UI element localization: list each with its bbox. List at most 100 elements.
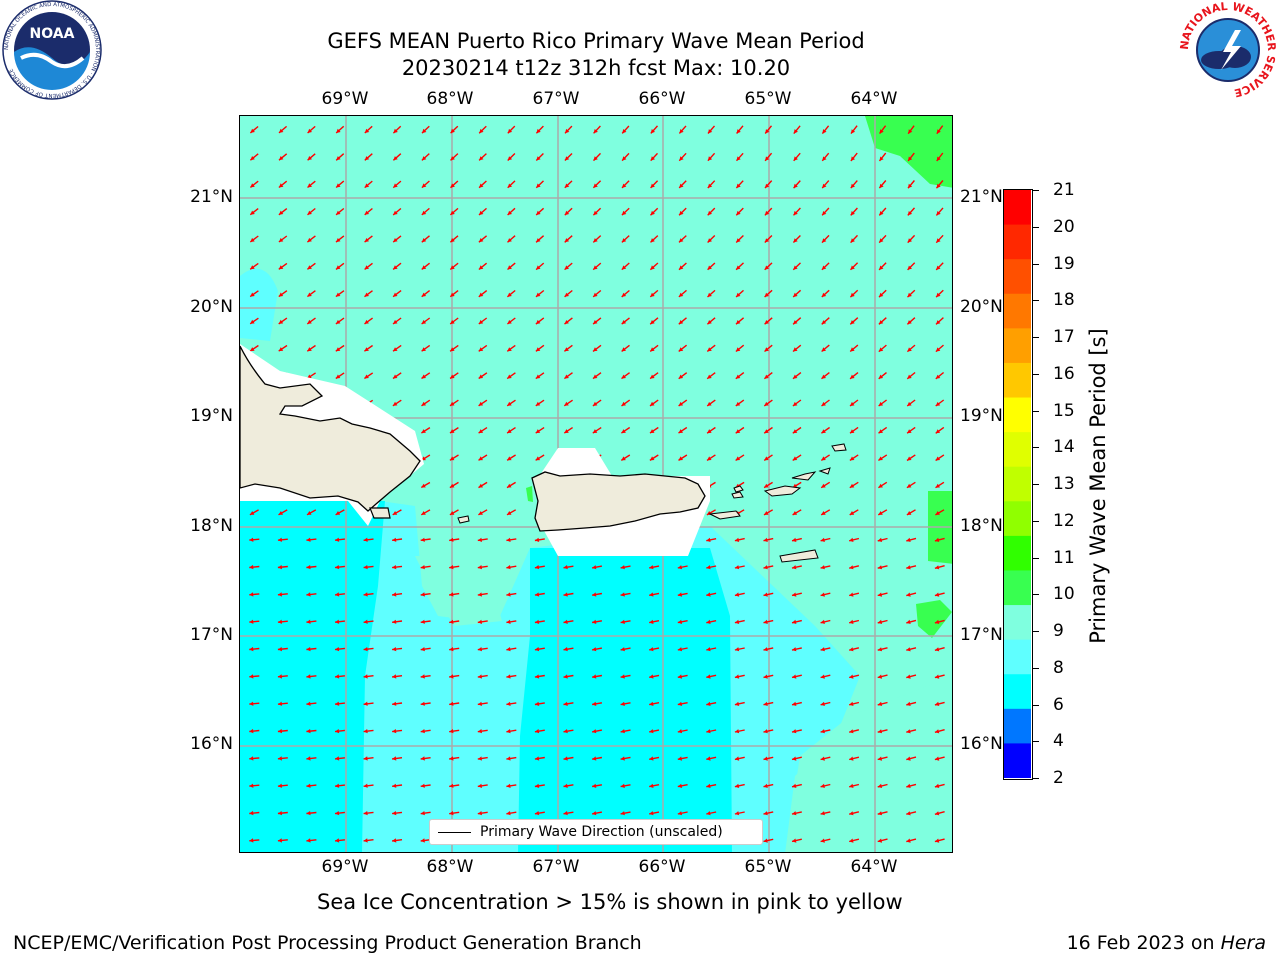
wave-arrow: [392, 811, 403, 816]
wave-arrow: [363, 537, 374, 542]
wave-arrow: [478, 180, 487, 189]
wave-arrow: [934, 647, 945, 652]
wave-arrow: [563, 619, 574, 624]
wave-arrow: [277, 811, 288, 816]
wave-arrow: [907, 180, 915, 189]
chart-title: GEFS MEAN Puerto Rico Primary Wave Mean …: [327, 29, 865, 53]
wave-arrow: [392, 783, 403, 788]
wave-arrow: [249, 564, 260, 570]
colorbar-tick-label: 17: [1053, 327, 1075, 347]
wave-arrow: [449, 565, 460, 570]
wave-arrow: [763, 565, 774, 570]
wave-arrow: [906, 756, 917, 761]
wave-arrow: [249, 262, 259, 270]
wave-arrow: [420, 674, 431, 679]
wave-arrow: [449, 481, 459, 489]
wave-arrow: [306, 372, 316, 379]
colorbar-swatch: [1004, 570, 1031, 606]
wave-arrow: [477, 674, 488, 679]
wave-arrow: [621, 372, 631, 380]
wave-arrow: [249, 674, 260, 679]
wave-arrow: [849, 783, 860, 788]
wave-arrow: [392, 647, 403, 652]
wave-arrow: [849, 509, 859, 516]
wave-arrow: [420, 619, 431, 624]
wave-arrow: [307, 125, 316, 134]
wave-arrow: [477, 783, 488, 788]
wave-arrow: [277, 783, 288, 788]
wave-arrow: [735, 289, 744, 298]
wave-arrow: [249, 728, 260, 734]
wave-arrow: [734, 756, 745, 761]
wave-arrow: [650, 207, 659, 216]
wave-arrow: [678, 289, 687, 298]
wave-arrow: [821, 372, 830, 380]
wave-arrow: [849, 317, 859, 325]
wave-arrow: [706, 811, 717, 816]
wave-arrow: [420, 647, 431, 652]
wave-arrow: [306, 235, 316, 243]
wave-arrow: [707, 152, 716, 162]
wave-arrow: [306, 756, 317, 761]
wave-arrow: [820, 619, 831, 624]
colorbar-swatch: [1004, 397, 1031, 433]
wave-arrow: [506, 509, 517, 516]
lat-label-right: 19°N: [960, 406, 1003, 426]
wave-arrow: [821, 399, 830, 407]
wave-arrow: [791, 838, 802, 843]
wave-arrow: [277, 647, 288, 652]
wave-arrow: [249, 592, 260, 597]
wave-arrow: [449, 207, 459, 216]
colorbar-tick-label: 9: [1053, 621, 1064, 641]
colorbar-swatches: [1004, 190, 1031, 779]
lat-label-left: 18°N: [190, 516, 233, 536]
wave-arrow: [564, 125, 573, 134]
wave-arrow: [649, 647, 660, 652]
wave-arrow: [564, 262, 573, 271]
map-panel[interactable]: [239, 115, 953, 853]
wave-arrow: [477, 756, 488, 761]
wave-arrow: [420, 756, 431, 761]
wave-arrow: [278, 317, 288, 325]
wave-arrow: [306, 509, 317, 516]
wave-arrow: [877, 619, 888, 624]
land-isla-mona: [457, 515, 470, 524]
wave-arrow: [506, 701, 517, 706]
wave-arrow: [277, 838, 288, 843]
wave-arrow: [934, 701, 945, 706]
wave-arrow: [821, 180, 830, 189]
wave-arrow: [478, 235, 488, 243]
footer-date: 16 Feb 2023 on: [1066, 932, 1221, 954]
wave-arrow: [792, 262, 801, 271]
wave-arrow: [249, 783, 260, 788]
wave-arrow: [935, 426, 945, 434]
wave-arrow: [677, 592, 688, 597]
wave-arrow: [535, 235, 545, 243]
colorbar-tick-mark: [1033, 373, 1039, 375]
wave-arrow: [449, 701, 460, 706]
lon-label-top: 68°W: [426, 89, 474, 109]
lon-label-bottom: 69°W: [321, 857, 369, 877]
wave-arrow: [791, 647, 802, 652]
wave-arrow: [421, 290, 431, 298]
wave-arrow: [764, 180, 773, 189]
wave-arrow: [334, 701, 345, 706]
land-virgin-islands: [763, 485, 802, 497]
wave-arrow: [620, 647, 631, 652]
wave-arrow: [620, 565, 631, 570]
wave-arrow: [620, 592, 631, 597]
wave-arrow: [421, 344, 431, 352]
wave-arrow: [906, 509, 916, 516]
wave-arrow: [593, 125, 601, 134]
wave-arrow: [421, 235, 430, 243]
colorbar-tick-mark: [1033, 520, 1039, 522]
wave-arrow: [334, 619, 345, 624]
wave-arrow: [677, 783, 688, 788]
wave-arrow: [277, 537, 288, 542]
wave-arrow: [763, 674, 774, 679]
wave-arrow: [563, 756, 574, 761]
wave-arrow: [335, 317, 345, 325]
wave-arrow: [935, 317, 944, 325]
wave-arrow: [478, 399, 488, 407]
wave-arrow: [906, 783, 917, 788]
